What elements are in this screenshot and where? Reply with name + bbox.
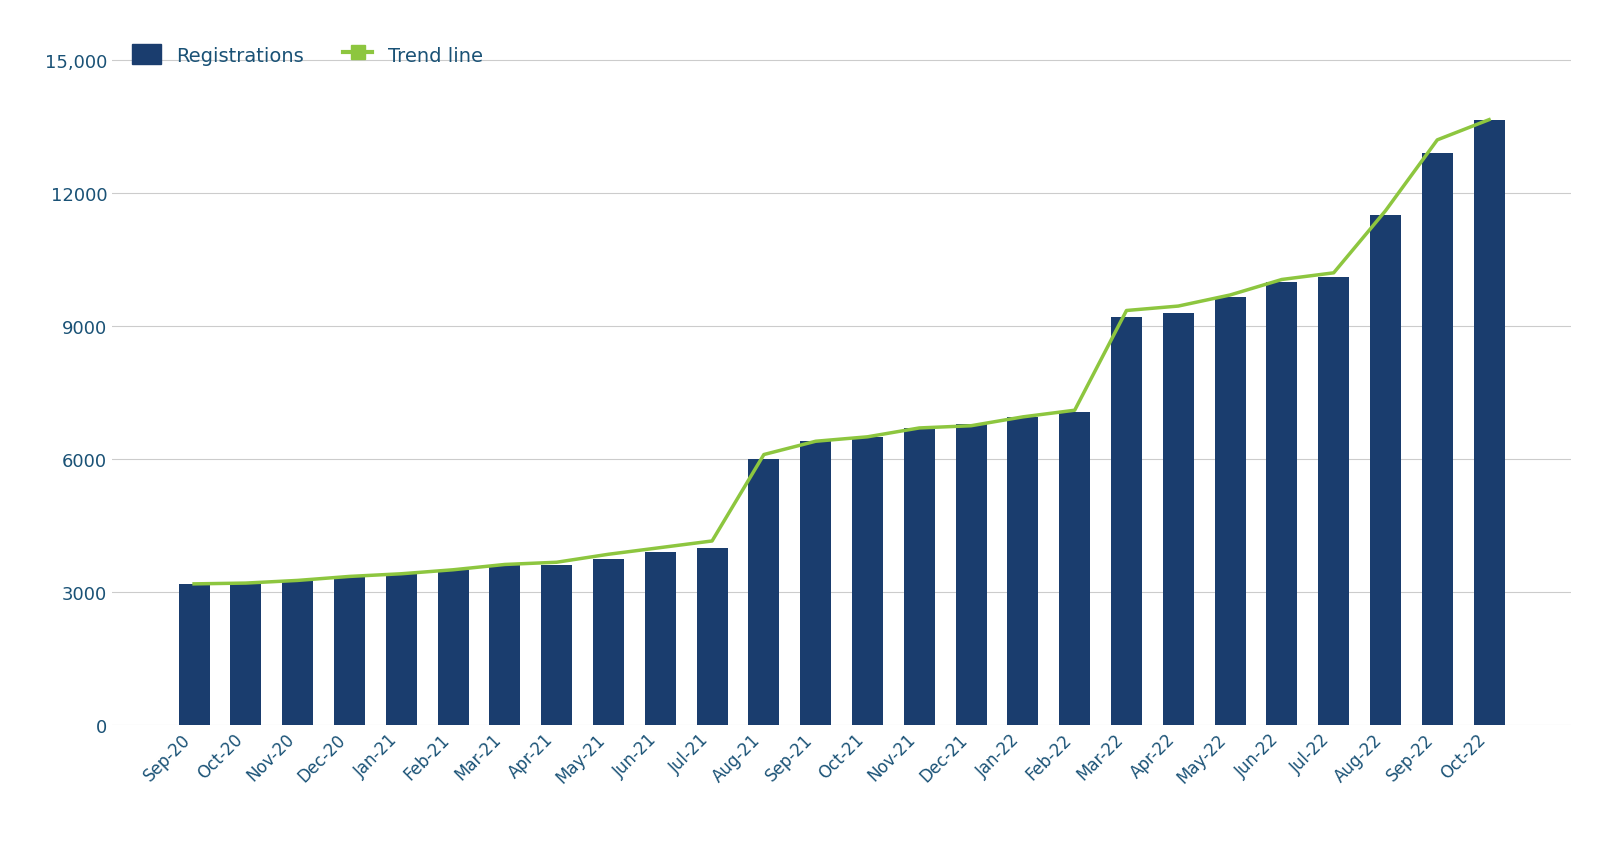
- Bar: [955, 424, 986, 725]
- Bar: [231, 584, 261, 725]
- Bar: [644, 553, 676, 725]
- Bar: [593, 559, 624, 725]
- Bar: [1162, 313, 1194, 725]
- Bar: [1318, 278, 1350, 725]
- Bar: [333, 577, 365, 725]
- Bar: [1007, 417, 1039, 725]
- Legend: Registrations, Trend line: Registrations, Trend line: [122, 35, 492, 75]
- Bar: [178, 584, 210, 725]
- Bar: [542, 566, 572, 725]
- Bar: [851, 438, 883, 725]
- Bar: [489, 566, 521, 725]
- Bar: [1060, 413, 1090, 725]
- Bar: [1371, 216, 1401, 725]
- Bar: [282, 581, 313, 725]
- Bar: [386, 575, 417, 725]
- Bar: [800, 442, 832, 725]
- Bar: [697, 548, 728, 725]
- Bar: [1111, 318, 1141, 725]
- Bar: [1473, 120, 1505, 725]
- Bar: [904, 428, 935, 725]
- Bar: [1422, 154, 1452, 725]
- Bar: [749, 460, 779, 725]
- Bar: [1215, 298, 1246, 725]
- Bar: [1266, 282, 1297, 725]
- Bar: [438, 570, 468, 725]
